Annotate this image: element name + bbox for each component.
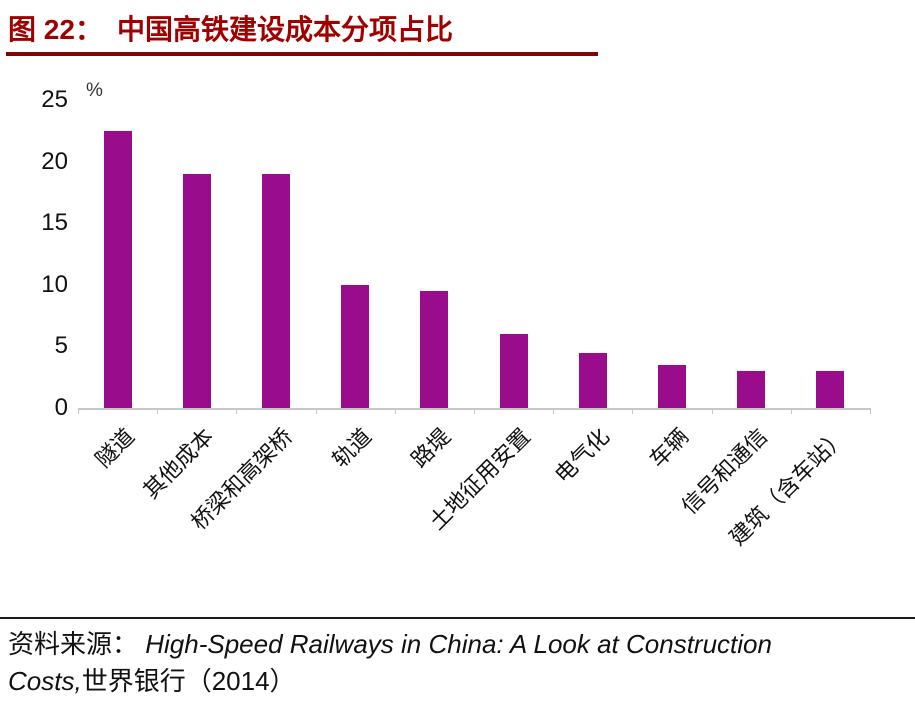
x-axis-tick xyxy=(553,408,555,414)
x-axis-tick xyxy=(157,408,159,414)
bar xyxy=(103,130,132,408)
x-axis-tick xyxy=(870,408,871,414)
bar-column: 土地征用安置 xyxy=(424,100,553,535)
bar-column: 建筑（含车站） xyxy=(725,100,870,550)
source-title-english: High-Speed Railways in China: A Look at … xyxy=(8,629,772,696)
bar xyxy=(182,173,211,408)
x-axis-tick xyxy=(236,408,238,414)
y-axis: 0 5 10 15 20 25 xyxy=(6,86,68,421)
y-axis-tick-label: 20 xyxy=(41,147,68,175)
footer-divider xyxy=(0,617,915,619)
x-axis-tick xyxy=(394,408,396,414)
x-axis-tick xyxy=(474,408,475,414)
bar xyxy=(737,371,766,408)
bar-column: 桥梁和高架桥 xyxy=(186,100,315,535)
x-axis-tick xyxy=(711,408,713,414)
bar xyxy=(578,352,607,408)
bar xyxy=(262,173,290,408)
x-axis-label: 电气化 xyxy=(549,423,615,488)
source-publisher: 世界银行（2014） xyxy=(81,665,296,696)
y-axis-tick-label: 15 xyxy=(41,209,68,237)
y-axis-tick-label: 5 xyxy=(54,332,68,360)
source-note: 资料来源： High-Speed Railways in China: A Lo… xyxy=(8,626,798,700)
x-axis-tick xyxy=(315,408,317,414)
y-axis-tick-label: 25 xyxy=(41,86,68,113)
bar-column: 电气化 xyxy=(550,100,632,488)
x-axis-label: 轨道 xyxy=(327,423,377,473)
figure-label: 图 22： xyxy=(8,14,103,45)
bar-chart: 0 5 10 15 20 25 % 隧道 其他成本 桥梁和高架桥 轨道 路堤 土地征用安置 电气化 车辆… xyxy=(41,80,871,550)
bar-column: 车辆 xyxy=(632,100,711,472)
bar-column: 路堤 xyxy=(395,100,474,472)
title-underline xyxy=(6,52,598,56)
bar-column: 其他成本 xyxy=(138,100,236,503)
x-axis-tick xyxy=(790,408,792,414)
bar xyxy=(499,334,528,408)
x-axis-label: 路堤 xyxy=(406,423,456,473)
figure-header: 图 22： 中国高铁建设成本分项占比 xyxy=(8,8,453,48)
bar-column: 隧道 xyxy=(78,100,157,472)
bar-column: 信号和通信 xyxy=(677,100,791,519)
bar xyxy=(420,290,449,408)
figure-title: 中国高铁建设成本分项占比 xyxy=(116,14,453,45)
bar xyxy=(341,284,370,408)
x-axis-label: 隧道 xyxy=(90,423,139,473)
x-axis-label: 车辆 xyxy=(644,423,694,473)
source-prefix: 资料来源： xyxy=(8,629,146,659)
bars-area: 隧道 其他成本 桥梁和高架桥 轨道 路堤 土地征用安置 电气化 车辆 信号和通信 建筑（含车站） xyxy=(78,100,870,550)
x-axis-tick xyxy=(78,408,79,414)
y-axis-tick-label: 0 xyxy=(54,394,68,421)
bar xyxy=(658,364,687,408)
x-axis-tick xyxy=(632,408,634,414)
y-axis-tick-label: 10 xyxy=(41,270,68,298)
bar-column: 轨道 xyxy=(316,100,395,472)
bar xyxy=(816,371,845,408)
y-axis-unit-label: % xyxy=(86,80,103,101)
